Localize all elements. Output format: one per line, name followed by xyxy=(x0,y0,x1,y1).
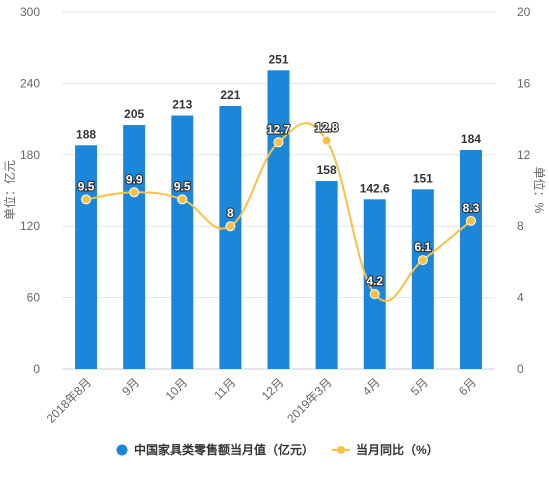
y-right-tick-label: 20 xyxy=(517,5,531,19)
y-right-tick-label: 16 xyxy=(517,76,531,90)
line-value-label: 12.8 xyxy=(315,121,339,135)
legend-bar-marker xyxy=(116,444,128,456)
y-right-tick-label: 4 xyxy=(517,291,524,305)
y-axis-left-title: 单位：亿元 xyxy=(2,160,17,220)
line-point[interactable] xyxy=(321,135,332,146)
line-point[interactable] xyxy=(225,221,236,232)
x-tick-label: 6月 xyxy=(456,375,479,398)
bar-value-label: 142.6 xyxy=(360,181,390,195)
legend-bar-label: 中国家具类零售额当月值（亿元） xyxy=(134,442,314,457)
x-tick-label: 5月 xyxy=(408,375,431,398)
bar[interactable] xyxy=(363,199,386,369)
bar[interactable] xyxy=(171,115,194,369)
legend-line-dot xyxy=(337,446,345,454)
y-left-tick-label: 60 xyxy=(27,291,41,305)
line-point[interactable] xyxy=(417,255,428,266)
y-left-tick-label: 180 xyxy=(20,148,40,162)
x-tick-label: 2019年3月 xyxy=(284,375,334,425)
x-tick-label: 2018年8月 xyxy=(44,375,94,425)
line-point[interactable] xyxy=(81,194,92,205)
y-left-tick-label: 0 xyxy=(33,362,40,376)
y-left-tick-label: 240 xyxy=(20,76,40,90)
legend[interactable]: 中国家具类零售额当月值（亿元） 当月同比（%） xyxy=(116,442,439,457)
y-right-tick-label: 0 xyxy=(517,362,524,376)
bar-value-label: 205 xyxy=(124,107,144,121)
y-left-tick-label: 300 xyxy=(20,5,40,19)
line-value-label: 9.5 xyxy=(174,179,191,193)
bar[interactable] xyxy=(315,180,338,369)
legend-line-label: 当月同比（%） xyxy=(356,442,439,457)
x-tick-label: 11月 xyxy=(211,375,238,402)
y-right-tick-label: 12 xyxy=(517,148,531,162)
bar-value-label: 188 xyxy=(76,127,96,141)
bar-value-label: 251 xyxy=(268,52,288,66)
line-value-label: 9.5 xyxy=(78,179,95,193)
bar[interactable] xyxy=(411,189,434,369)
bar[interactable] xyxy=(75,145,98,369)
x-tick-label: 4月 xyxy=(360,375,383,398)
legend-item-bar[interactable]: 中国家具类零售额当月值（亿元） xyxy=(116,442,315,457)
y-left-tick-label: 120 xyxy=(20,219,40,233)
x-tick-label: 12月 xyxy=(259,375,287,403)
line-point[interactable] xyxy=(177,194,188,205)
x-tick-label: 9月 xyxy=(119,375,142,398)
line-point[interactable] xyxy=(129,187,140,198)
data-labels: 188 205 213 221 251 158 142.6 151 184 9.5 9.9 9.5 8 1… xyxy=(76,52,481,289)
bar[interactable] xyxy=(459,150,482,369)
bar-value-label: 158 xyxy=(317,163,337,177)
line-value-label: 6.1 xyxy=(414,240,431,254)
line-value-label: 9.9 xyxy=(126,172,143,186)
bar[interactable] xyxy=(123,125,146,369)
line-point[interactable] xyxy=(465,215,476,226)
line-value-label: 8 xyxy=(227,206,234,220)
bar[interactable] xyxy=(267,70,290,369)
bar-series xyxy=(75,70,482,369)
bar-value-label: 213 xyxy=(172,98,192,112)
line-point[interactable] xyxy=(273,137,284,148)
line-point[interactable] xyxy=(369,289,380,300)
bar-value-label: 221 xyxy=(220,88,240,102)
bar-value-label: 184 xyxy=(461,132,481,146)
growth-line xyxy=(85,122,472,303)
y-right-tick-label: 8 xyxy=(517,219,524,233)
bar-value-label: 151 xyxy=(413,171,433,185)
y-axis-right-title: 单位：% xyxy=(532,167,547,214)
line-series xyxy=(81,122,476,303)
line-value-label: 8.3 xyxy=(463,201,480,215)
line-value-label: 12.7 xyxy=(267,122,291,136)
x-tick-label: 10月 xyxy=(163,375,191,403)
bar[interactable] xyxy=(219,106,242,369)
line-value-label: 4.2 xyxy=(366,274,383,288)
legend-item-line[interactable]: 当月同比（%） xyxy=(332,442,439,457)
